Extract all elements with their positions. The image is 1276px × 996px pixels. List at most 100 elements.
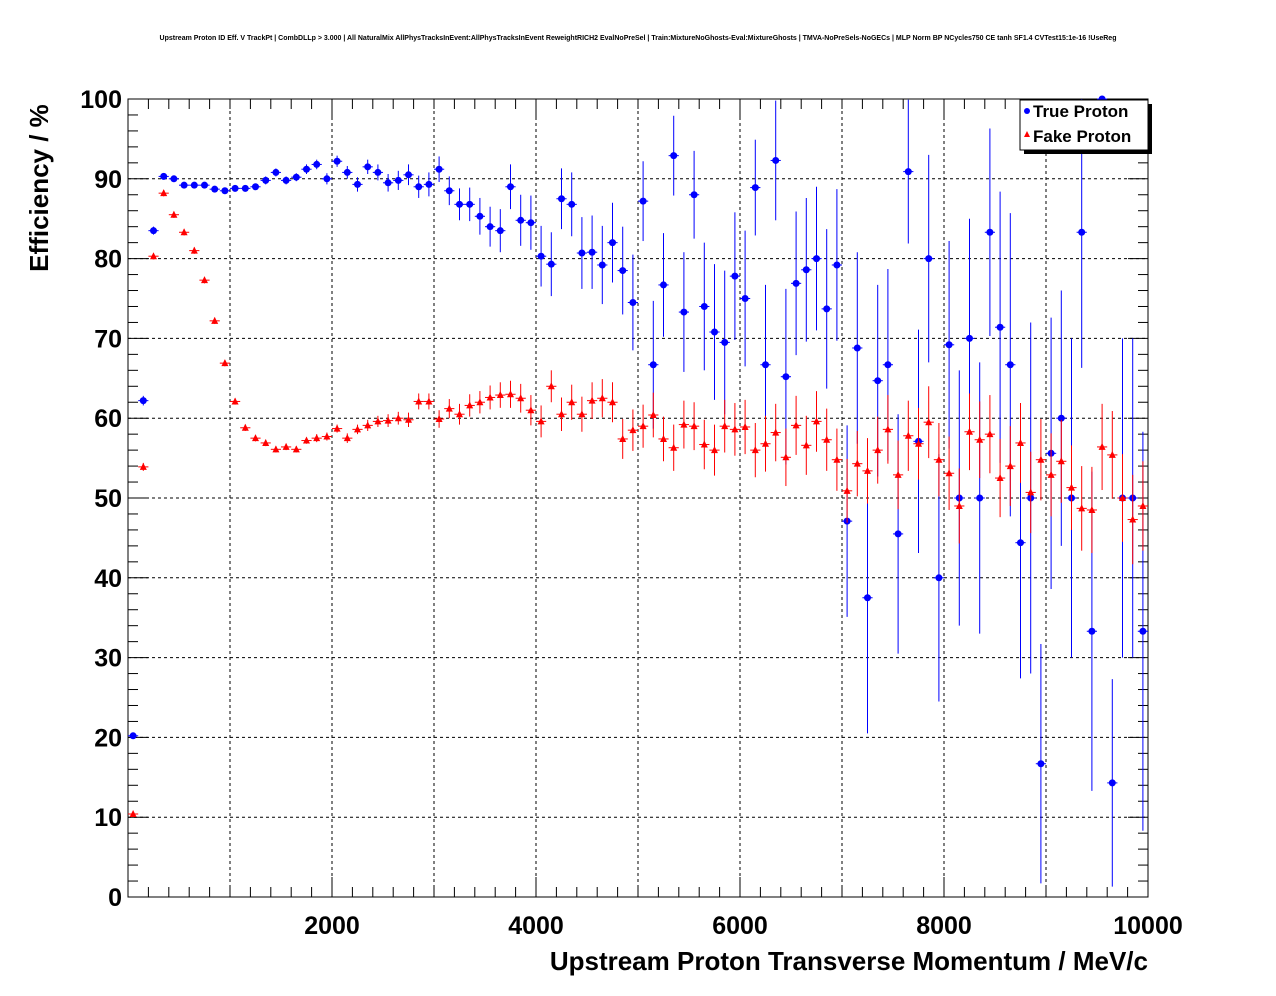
true-proton-point	[1107, 679, 1118, 887]
marker-triangle	[252, 434, 259, 442]
marker-triangle	[1057, 457, 1065, 465]
fake-proton-point	[413, 393, 424, 410]
marker-circle	[711, 328, 718, 336]
fake-proton-point	[576, 396, 587, 432]
marker-triangle	[435, 414, 443, 422]
true-proton-point	[403, 164, 414, 186]
fake-proton-point	[342, 433, 353, 443]
marker-circle	[670, 152, 678, 160]
marker-triangle	[853, 459, 861, 467]
marker-triangle	[568, 398, 576, 406]
marker-triangle	[333, 424, 341, 432]
marker-triangle	[823, 435, 831, 443]
marker-triangle	[1129, 515, 1137, 523]
marker-triangle	[915, 439, 922, 447]
marker-triangle	[374, 417, 382, 425]
fake-proton-point	[1066, 445, 1077, 530]
marker-circle	[252, 183, 259, 191]
legend-marker-true-proton	[1024, 108, 1030, 114]
marker-triangle	[558, 410, 565, 418]
marker-triangle	[772, 428, 780, 436]
fake-proton-point	[362, 419, 373, 431]
marker-triangle	[139, 462, 147, 470]
true-proton-point	[270, 168, 281, 177]
marker-triangle	[894, 470, 902, 478]
true-proton-point	[944, 241, 955, 449]
y-tick-label: 0	[108, 884, 122, 912]
fake-proton-point	[403, 412, 414, 427]
marker-circle	[211, 185, 219, 193]
marker-triangle	[221, 359, 229, 367]
marker-triangle	[241, 423, 249, 431]
marker-circle	[639, 197, 647, 205]
true-proton-point	[546, 232, 557, 297]
marker-circle	[629, 298, 637, 306]
marker-triangle	[1078, 504, 1086, 512]
true-proton-point	[434, 156, 445, 182]
true-proton-point	[638, 161, 649, 242]
fake-proton-point	[1056, 419, 1067, 503]
fake-proton-point	[984, 395, 995, 474]
marker-triangle	[792, 421, 800, 429]
true-proton-point	[158, 172, 169, 180]
fake-proton-point	[525, 395, 536, 426]
fake-proton-point	[954, 468, 965, 544]
marker-circle	[1006, 361, 1014, 369]
marker-circle	[476, 212, 484, 220]
true-proton-point	[352, 177, 363, 192]
marker-circle	[874, 377, 882, 385]
true-proton-point	[995, 191, 1006, 463]
marker-circle	[823, 305, 831, 313]
marker-circle	[425, 180, 433, 188]
marker-circle	[690, 191, 698, 199]
marker-circle	[537, 252, 545, 260]
fake-proton-point	[168, 210, 179, 218]
marker-circle	[180, 181, 188, 189]
fake-proton-point	[1107, 411, 1118, 499]
x-axis-label: Upstream Proton Transverse Momentum / Me…	[550, 946, 1148, 976]
marker-circle	[303, 165, 310, 173]
marker-triangle	[1017, 438, 1024, 446]
true-proton-point	[627, 254, 638, 351]
fake-proton-point	[270, 445, 281, 453]
fake-proton-point	[383, 414, 394, 427]
fake-proton-point	[495, 382, 506, 408]
y-tick-label: 100	[80, 86, 122, 114]
marker-circle	[649, 361, 657, 369]
fake-proton-point	[444, 399, 455, 419]
true-proton-point	[311, 159, 322, 170]
marker-triangle	[425, 397, 433, 405]
true-proton-point	[801, 197, 812, 342]
legend-marker-fake-proton	[1024, 131, 1030, 137]
marker-circle	[1078, 228, 1086, 236]
y-axis-label: Efficiency / %	[24, 104, 54, 272]
fake-proton-point	[648, 392, 659, 438]
fake-proton-point	[240, 423, 251, 431]
marker-triangle	[680, 420, 688, 428]
fake-proton-point	[852, 430, 863, 497]
true-proton-point	[831, 189, 842, 341]
fake-proton-point	[821, 408, 832, 471]
true-proton-point	[678, 252, 689, 372]
marker-circle	[731, 272, 739, 280]
marker-triangle	[1006, 462, 1014, 470]
true-proton-point	[505, 164, 516, 210]
true-proton-point	[576, 217, 587, 289]
marker-triangle	[1047, 470, 1055, 478]
marker-circle	[813, 255, 820, 263]
marker-circle	[1037, 760, 1045, 768]
marker-circle	[405, 171, 412, 179]
true-proton-point	[138, 395, 149, 406]
marker-triangle	[456, 410, 463, 418]
fake-proton-point	[811, 391, 822, 452]
marker-circle	[435, 165, 443, 173]
marker-triangle	[394, 414, 402, 422]
y-tick-label: 60	[94, 405, 122, 433]
true-proton-point	[250, 183, 261, 191]
marker-triangle	[813, 417, 820, 425]
fake-proton-point	[729, 403, 740, 456]
marker-circle	[190, 181, 198, 189]
marker-circle	[364, 163, 372, 171]
true-proton-point	[362, 159, 373, 175]
